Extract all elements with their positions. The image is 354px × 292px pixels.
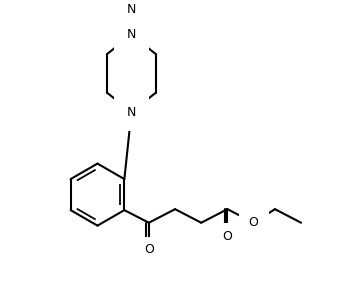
Text: N: N: [127, 28, 136, 41]
Text: O: O: [144, 243, 154, 256]
Text: N: N: [127, 3, 136, 16]
Text: O: O: [249, 216, 258, 229]
Text: O: O: [222, 230, 232, 243]
Text: N: N: [127, 106, 136, 119]
